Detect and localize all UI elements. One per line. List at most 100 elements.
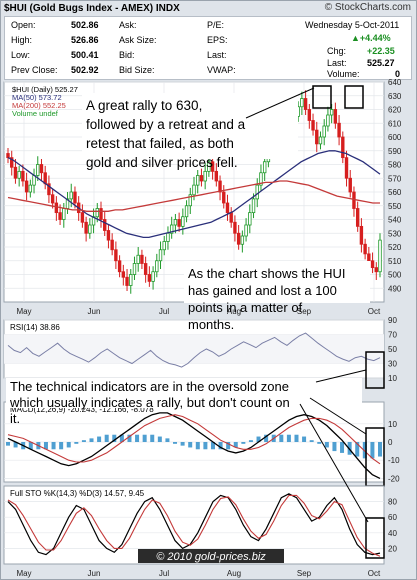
rsi-tick-label: 10: [388, 374, 397, 383]
candle-body: [348, 177, 352, 193]
candle-body: [21, 170, 25, 182]
candle-body: [95, 208, 99, 218]
candle-body: [177, 219, 181, 227]
price-tick-label: 500: [388, 271, 402, 280]
peak-box-630: [312, 85, 332, 109]
indicator-pointer-sto: [299, 403, 369, 523]
pe-label: P/E:: [207, 20, 225, 30]
candle-body: [28, 184, 33, 193]
last2-value: 525.27: [367, 58, 395, 68]
candle-body: [341, 136, 345, 159]
macd-histogram-bar: [173, 442, 178, 444]
price-month-label: Sep: [297, 307, 312, 316]
candle-body: [251, 198, 256, 214]
candle-body: [117, 260, 122, 273]
ma200-line: [7, 180, 380, 212]
candle-body: [73, 191, 77, 204]
macd-histogram-bar: [195, 442, 200, 450]
candle-body: [244, 224, 248, 237]
candle-body: [125, 276, 129, 286]
price-legend-entry: Volume undef: [12, 109, 59, 118]
top-note-pointer: [245, 87, 315, 119]
indicator-note-text: The technical indicators are in the over…: [9, 379, 290, 426]
macd-line: [7, 412, 381, 479]
macd-legend: MACD(12,26,9) -20.243, -12.166, -8.078: [10, 405, 154, 414]
candle-body: [121, 271, 126, 278]
candle-body: [158, 249, 163, 262]
candle-body: [233, 221, 237, 234]
price-tick-label: 620: [388, 106, 402, 115]
macd-histogram-bar: [150, 434, 155, 442]
bid-label: Bid:: [119, 50, 135, 60]
high-value: 526.86: [71, 35, 99, 45]
candle-body: [222, 191, 226, 204]
price-tick-label: 550: [388, 202, 402, 211]
chg-label: Chg:: [327, 46, 347, 56]
candle-body: [207, 161, 211, 172]
low-label: Low:: [11, 50, 31, 60]
macd-histogram-bar: [28, 442, 33, 450]
candle-body: [6, 153, 10, 159]
candle-body: [114, 249, 118, 262]
open-value: 502.86: [71, 20, 99, 30]
candle-body: [367, 253, 371, 262]
candle-body: [229, 212, 233, 223]
price-tick-label: 540: [388, 216, 402, 225]
candle-body: [352, 191, 356, 209]
candle-body: [166, 232, 170, 242]
candle-body: [99, 208, 103, 220]
ma50-line: [7, 150, 381, 239]
candle-body: [359, 225, 364, 245]
top-note-background: [82, 93, 298, 159]
macd-histogram-bar: [210, 442, 215, 450]
candle-body: [259, 172, 263, 186]
candle-body: [155, 260, 159, 273]
candle-body: [322, 125, 326, 138]
top-note-text: A great rally to 630, followed by a retre…: [86, 98, 246, 170]
price-month-label: May: [16, 307, 31, 316]
last2-label: Last:: [327, 58, 347, 68]
stochastic-panel: 20 40 60 80 Full STO %K(14,3) %D(3) 14.57, 9…: [3, 485, 397, 578]
candle-body: [337, 122, 341, 138]
copyright-text: © 2010 gold-prices.biz: [156, 551, 266, 563]
sto-month-label: Oct: [368, 569, 381, 578]
macd-histogram-bar: [165, 438, 170, 442]
price-legend-entry: MA(200) 552.25: [12, 101, 66, 110]
price-legend-entry: MA(50) 573.72: [12, 93, 62, 102]
candle-body: [140, 254, 144, 264]
candle-body: [103, 219, 107, 231]
candle-body: [188, 194, 192, 207]
volume-label: Volume:: [327, 69, 360, 79]
macd-tick-label: -20: [388, 474, 400, 483]
price-tick-label: 560: [388, 188, 402, 197]
candle-body: [355, 208, 360, 227]
price-tick-label: 590: [388, 147, 402, 156]
candle-body: [199, 175, 204, 182]
candle-body: [214, 170, 219, 182]
candle-body: [62, 208, 66, 220]
macd-histogram-bar: [127, 434, 132, 442]
bid-size-label: Bid Size:: [119, 65, 155, 75]
pct-change: ▲+4.44%: [351, 33, 391, 43]
candle-body: [307, 109, 312, 121]
ask-label: Ask:: [119, 20, 137, 30]
price-tick-label: 520: [388, 243, 402, 252]
price-tick-label: 630: [388, 92, 402, 101]
price-tick-label: 490: [388, 284, 402, 293]
ask-size-label: Ask Size:: [119, 35, 157, 45]
price-tick-label: 600: [388, 133, 402, 142]
candle-body: [203, 170, 207, 182]
bottom-note-background: [184, 261, 370, 303]
chart-title: $HUI (Gold Bugs Index - AMEX) INDX: [4, 3, 180, 14]
candle-body: [184, 205, 189, 218]
macd-histogram-bar: [241, 442, 246, 444]
macd-histogram-bar: [309, 440, 314, 442]
sto-month-label: May: [16, 569, 31, 578]
price-month-label: Jun: [88, 307, 101, 316]
candle-body: [36, 164, 40, 176]
candle-body: [248, 212, 252, 226]
symbol-title: $HUI (Gold Bugs Index - AMEX) INDX: [4, 3, 180, 14]
annotation-layer: A great rally to 630, followed by a retre…: [6, 87, 370, 563]
macd-histogram-bar: [340, 442, 345, 453]
price-month-label: Aug: [227, 307, 241, 316]
